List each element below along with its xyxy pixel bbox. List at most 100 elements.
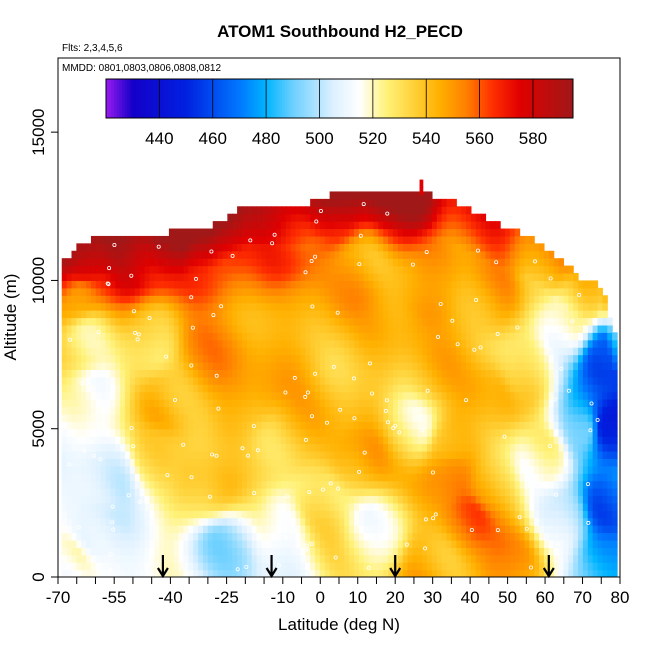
heatmap-cell bbox=[329, 221, 336, 230]
heatmap-cell bbox=[105, 436, 112, 445]
heatmap-cell bbox=[120, 361, 126, 370]
heatmap-cell bbox=[490, 384, 496, 393]
heatmap-cell bbox=[159, 361, 165, 370]
heatmap-cell bbox=[475, 310, 482, 319]
heatmap-cell bbox=[553, 413, 560, 422]
heatmap-cell bbox=[470, 310, 477, 319]
heatmap-cell bbox=[402, 525, 409, 534]
heatmap-cell bbox=[543, 406, 550, 415]
heatmap-cell bbox=[276, 547, 282, 556]
heatmap-cell bbox=[461, 502, 467, 511]
heatmap-cell bbox=[470, 510, 477, 519]
heatmap-cell bbox=[61, 547, 68, 556]
heatmap-cell bbox=[504, 539, 511, 548]
heatmap-cell bbox=[203, 569, 209, 577]
heatmap-cell bbox=[76, 243, 82, 252]
heatmap-cell bbox=[237, 480, 243, 489]
heatmap-cell bbox=[548, 421, 555, 430]
heatmap-cell bbox=[353, 384, 360, 393]
heatmap-cell bbox=[246, 443, 253, 452]
heatmap-cell bbox=[71, 532, 77, 541]
heatmap-cell bbox=[183, 450, 189, 459]
heatmap-cell bbox=[553, 473, 560, 482]
heatmap-cell bbox=[431, 265, 438, 274]
heatmap-cell bbox=[480, 465, 487, 474]
heatmap-cell bbox=[227, 317, 233, 326]
heatmap-cell bbox=[86, 450, 92, 459]
heatmap-cell bbox=[164, 295, 170, 304]
heatmap-cell bbox=[504, 502, 511, 511]
heatmap-cell bbox=[324, 517, 331, 526]
heatmap-cell bbox=[120, 324, 126, 333]
heatmap-cell bbox=[276, 554, 282, 563]
heatmap-cell bbox=[373, 339, 379, 348]
heatmap-cell bbox=[422, 428, 428, 437]
heatmap-cell bbox=[412, 324, 418, 333]
heatmap-cell bbox=[529, 287, 535, 296]
heatmap-cell bbox=[256, 421, 263, 430]
heatmap-cell bbox=[451, 243, 457, 252]
heatmap-cell bbox=[251, 428, 258, 437]
heatmap-cell bbox=[183, 228, 189, 237]
heatmap-cell bbox=[402, 502, 409, 511]
heatmap-cell bbox=[227, 502, 233, 511]
heatmap-cell bbox=[261, 510, 267, 519]
heatmap-cell bbox=[271, 302, 277, 311]
heatmap-cell bbox=[500, 317, 506, 326]
heatmap-cell bbox=[534, 361, 540, 370]
heatmap-cell bbox=[339, 443, 345, 452]
heatmap-cell bbox=[451, 436, 457, 445]
heatmap-cell bbox=[66, 554, 73, 563]
heatmap-cell bbox=[222, 221, 228, 230]
heatmap-cell bbox=[203, 436, 209, 445]
heatmap-cell bbox=[290, 310, 297, 319]
heatmap-cell bbox=[378, 221, 384, 230]
heatmap-cell bbox=[310, 243, 316, 252]
heatmap-cell bbox=[164, 391, 170, 400]
heatmap-cell bbox=[241, 265, 248, 274]
heatmap-cell bbox=[203, 421, 209, 430]
heatmap-cell bbox=[558, 280, 565, 289]
heatmap-cell bbox=[217, 317, 224, 326]
heatmap-cell bbox=[66, 569, 73, 577]
heatmap-cell bbox=[363, 502, 370, 511]
heatmap-cell bbox=[139, 369, 146, 378]
heatmap-cell bbox=[120, 347, 126, 356]
heatmap-cell bbox=[349, 280, 355, 289]
heatmap-cell bbox=[222, 517, 228, 526]
heatmap-cell bbox=[120, 369, 126, 378]
heatmap-cell bbox=[519, 547, 526, 556]
heatmap-cell bbox=[173, 399, 180, 408]
heatmap-cell bbox=[529, 235, 535, 244]
heatmap-cell bbox=[407, 324, 414, 333]
heatmap-cell bbox=[397, 273, 404, 282]
heatmap-cell bbox=[105, 391, 112, 400]
heatmap-cell bbox=[188, 443, 194, 452]
heatmap-cell bbox=[212, 332, 219, 341]
heatmap-cell bbox=[475, 502, 482, 511]
heatmap-cell bbox=[159, 273, 165, 282]
heatmap-cell bbox=[334, 428, 340, 437]
heatmap-cell bbox=[324, 265, 331, 274]
heatmap-cell bbox=[353, 317, 360, 326]
heatmap-cell bbox=[446, 265, 452, 274]
heatmap-cell bbox=[183, 302, 189, 311]
heatmap-cell bbox=[324, 413, 331, 422]
heatmap-cell bbox=[378, 465, 384, 474]
heatmap-cell bbox=[86, 547, 92, 556]
heatmap-cell bbox=[485, 480, 491, 489]
heatmap-cell bbox=[431, 317, 438, 326]
heatmap-cell bbox=[524, 347, 530, 356]
heatmap-cell bbox=[383, 547, 389, 556]
heatmap-cell bbox=[466, 480, 472, 489]
heatmap-cell bbox=[358, 198, 365, 207]
heatmap-cell bbox=[431, 287, 438, 296]
heatmap-cell bbox=[241, 347, 248, 356]
heatmap-cell bbox=[276, 273, 282, 282]
heatmap-cell bbox=[558, 369, 565, 378]
heatmap-cell bbox=[164, 332, 170, 341]
heatmap-cell bbox=[178, 354, 185, 363]
heatmap-cell bbox=[475, 339, 482, 348]
heatmap-cell bbox=[358, 413, 365, 422]
heatmap-cell bbox=[539, 250, 545, 259]
